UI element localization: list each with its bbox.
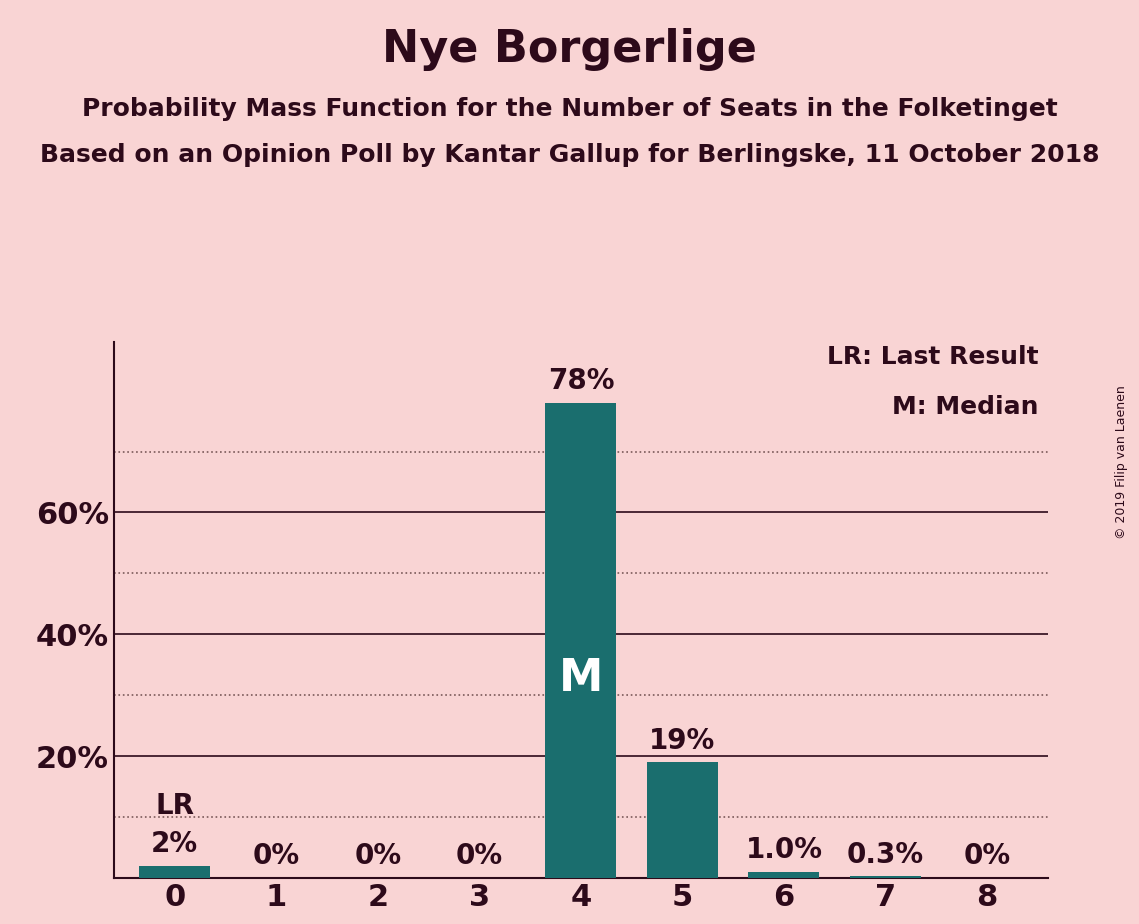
Bar — [546, 403, 616, 878]
Bar — [139, 866, 211, 878]
Text: Probability Mass Function for the Number of Seats in the Folketinget: Probability Mass Function for the Number… — [82, 97, 1057, 121]
Text: LR: LR — [155, 792, 195, 820]
Text: Based on an Opinion Poll by Kantar Gallup for Berlingske, 11 October 2018: Based on an Opinion Poll by Kantar Gallu… — [40, 143, 1099, 167]
Text: Nye Borgerlige: Nye Borgerlige — [382, 28, 757, 71]
Bar — [850, 876, 921, 878]
Text: 0%: 0% — [253, 843, 300, 870]
Text: 78%: 78% — [548, 368, 614, 395]
Text: © 2019 Filip van Laenen: © 2019 Filip van Laenen — [1115, 385, 1129, 539]
Text: LR: Last Result: LR: Last Result — [827, 345, 1039, 369]
Text: M: Median: M: Median — [892, 395, 1039, 419]
Text: 1.0%: 1.0% — [745, 836, 822, 865]
Text: M: M — [559, 657, 603, 699]
Text: 0%: 0% — [964, 843, 1010, 870]
Bar — [748, 871, 819, 878]
Text: 0%: 0% — [456, 843, 503, 870]
Text: 2%: 2% — [151, 831, 198, 858]
Text: 19%: 19% — [649, 727, 715, 755]
Text: 0.3%: 0.3% — [847, 841, 924, 869]
Text: 0%: 0% — [354, 843, 401, 870]
Bar — [647, 762, 718, 878]
